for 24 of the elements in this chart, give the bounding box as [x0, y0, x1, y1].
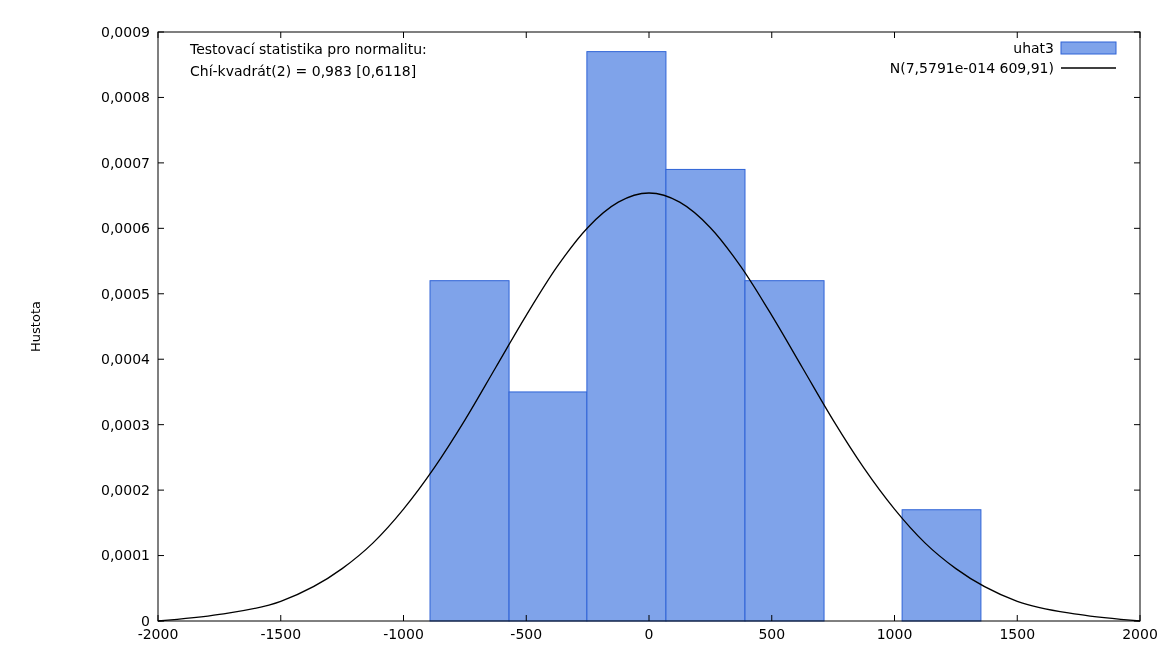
- x-tick-label: -1500: [260, 626, 302, 642]
- y-tick-label: 0,0003: [101, 416, 150, 433]
- y-tick-label: 0,0001: [101, 547, 150, 564]
- x-tick-label: 500: [758, 626, 786, 642]
- x-tick-label: -1000: [383, 626, 424, 642]
- y-tick-label: 0: [141, 612, 150, 629]
- x-tick-label: 1000: [876, 626, 913, 642]
- y-tick-label: 0,0008: [101, 89, 150, 106]
- x-tick-label: -2000: [137, 626, 179, 642]
- y-axis-title: Hustota: [28, 301, 43, 352]
- annotation: Testovací statistika pro normalitu:: [189, 41, 427, 57]
- y-tick-label: 0,0002: [101, 482, 150, 499]
- legend-label: uhat3: [1013, 39, 1054, 56]
- annotation: Chí-kvadrát(2) = 0,983 [0,6118]: [190, 63, 417, 79]
- legend-label: N(7,5791e-014 609,91): [889, 59, 1054, 76]
- y-tick-label: 0,0005: [101, 285, 150, 302]
- y-tick-label: 0,0006: [101, 220, 151, 237]
- y-tick-label: 0,0004: [101, 351, 151, 368]
- x-tick-label: -500: [510, 626, 543, 642]
- x-tick-label: 0: [644, 626, 654, 642]
- y-tick-label: 0,0009: [101, 23, 150, 40]
- y-tick-label: 0,0007: [101, 154, 150, 171]
- x-tick-label: 1500: [999, 626, 1036, 642]
- x-tick-label: 2000: [1122, 626, 1158, 642]
